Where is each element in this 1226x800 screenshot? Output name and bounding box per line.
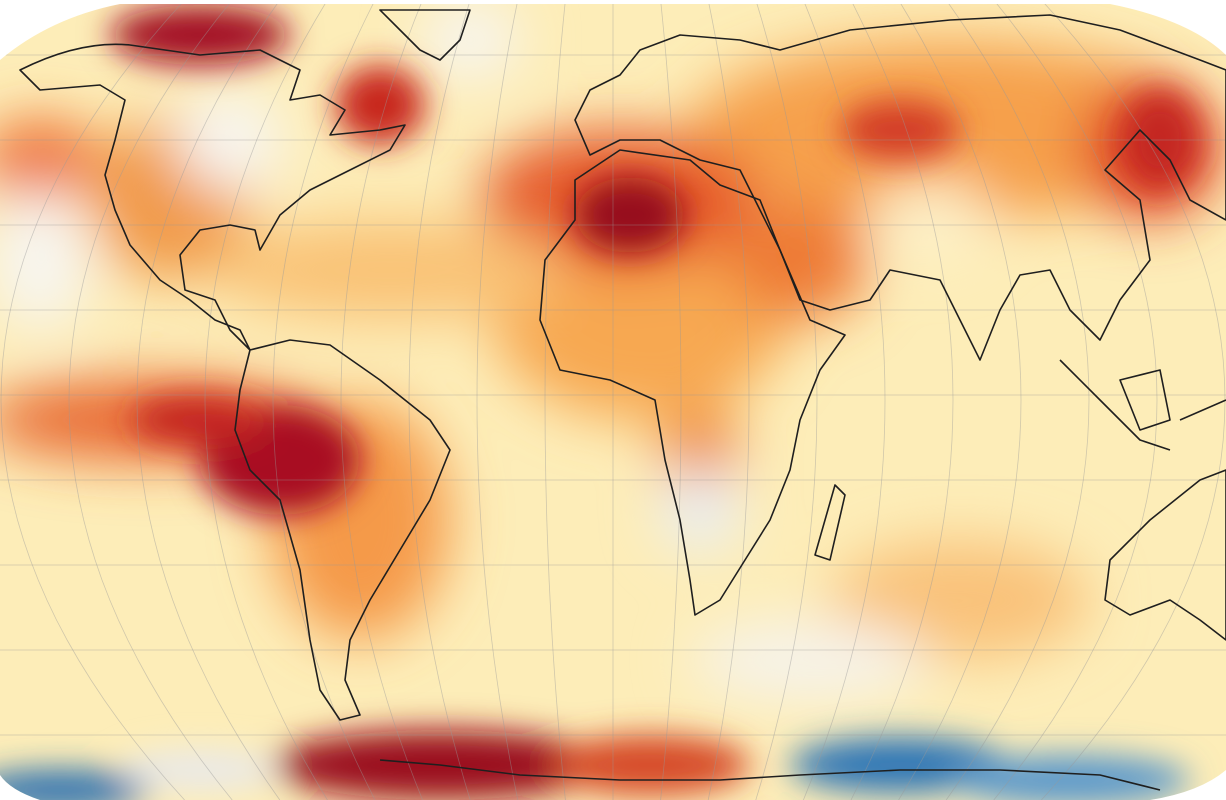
graticule-line: [544, 4, 566, 800]
graticule-line: [0, 4, 185, 800]
graticule-line: [204, 4, 328, 800]
southeast-asia: [1059, 359, 1226, 451]
africa: [539, 149, 846, 616]
eurasia: [574, 14, 1226, 361]
graticule-line: [408, 4, 471, 800]
graticule-line: [755, 4, 818, 800]
graticule-line: [272, 4, 376, 800]
graticule-line: [136, 4, 281, 800]
graticule-line: [68, 4, 233, 800]
graticule-line: [993, 4, 1158, 800]
madagascar: [814, 484, 846, 561]
graticule-line: [660, 4, 682, 800]
australia: [1104, 469, 1226, 641]
graticule-line: [476, 4, 519, 800]
graticule-line: [850, 4, 954, 800]
graticule-line: [340, 4, 423, 800]
graticule-line: [945, 4, 1090, 800]
graticule-line: [898, 4, 1022, 800]
south-america: [234, 339, 451, 721]
antarctica: [379, 759, 1161, 791]
coastlines: [19, 9, 1226, 791]
graticule-line: [707, 4, 750, 800]
north-america: [19, 43, 406, 351]
graticule-line: [803, 4, 886, 800]
greenland: [379, 9, 471, 61]
